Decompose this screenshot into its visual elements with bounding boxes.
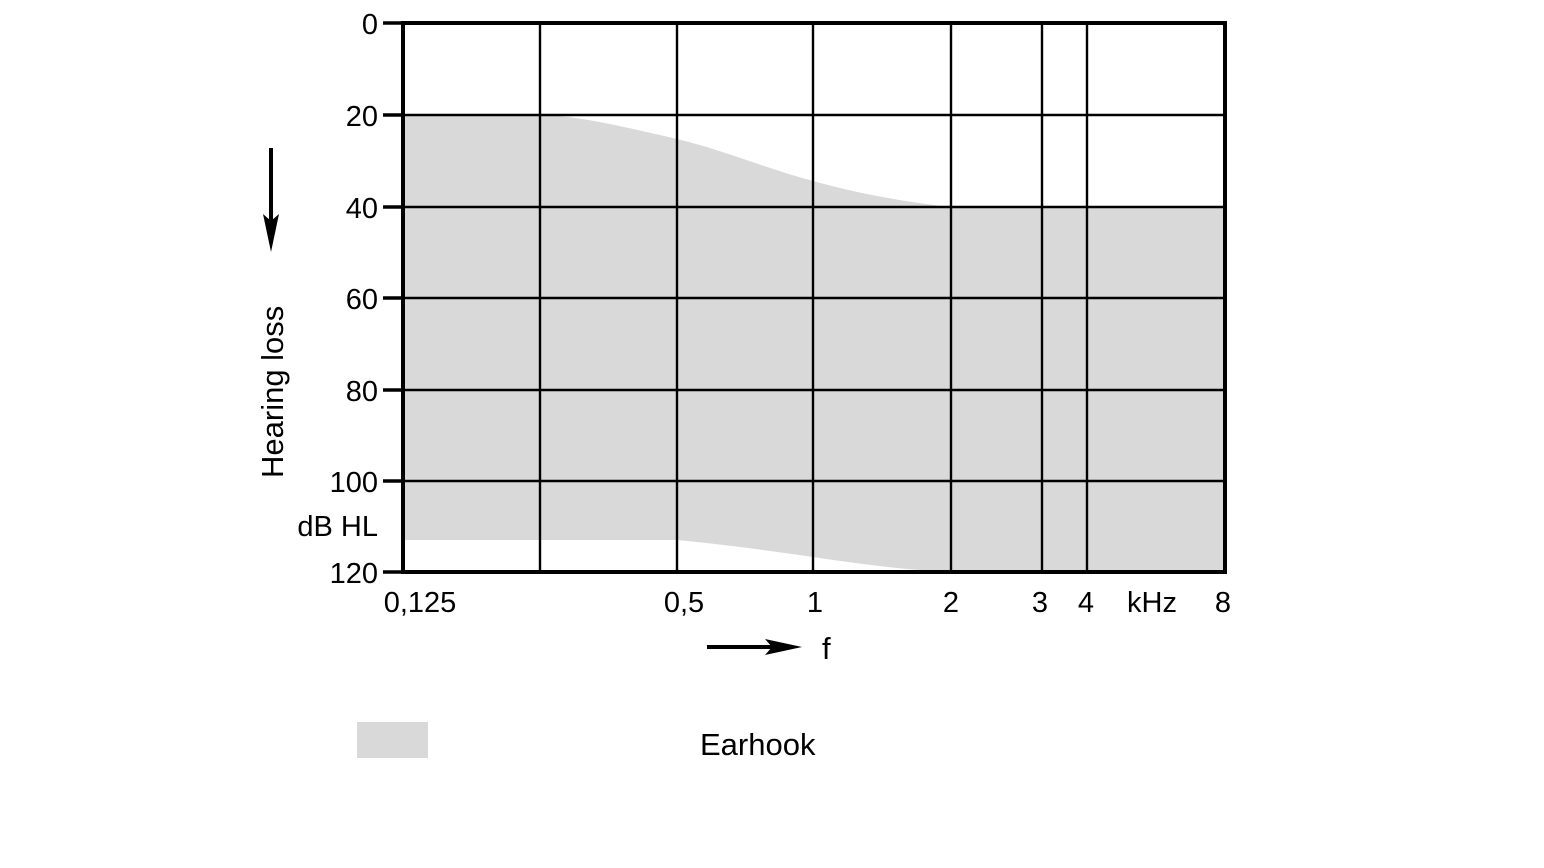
x-axis-tick-labels: 0,125 0,5 1 2 3 4 kHz 8 [384, 587, 1231, 619]
y-axis-ticks [383, 21, 403, 574]
legend-swatch-earhook [357, 722, 428, 758]
xtick-label-1: 1 [807, 587, 823, 619]
vertical-gridlines [538, 23, 1089, 572]
xtick-label-3: 3 [1032, 587, 1048, 619]
ytick-label-60: 60 [346, 284, 378, 316]
y-axis-tick-labels: 0 20 40 60 80 100 120 [330, 9, 378, 590]
ytick-label-80: 80 [346, 376, 378, 408]
y-axis-unit-label: dB HL [297, 511, 378, 543]
y-axis-title-group: Hearing loss [255, 148, 290, 478]
x-axis-arrow-head [765, 639, 802, 655]
xtick-label-0125: 0,125 [384, 587, 457, 619]
ytick-label-120: 120 [330, 558, 378, 590]
x-axis-title-group: f [707, 631, 831, 666]
x-axis-title: f [822, 631, 831, 666]
y-axis-title: Hearing loss [255, 306, 290, 478]
y-axis-arrow-head [263, 214, 279, 252]
xtick-label-4: 4 [1078, 587, 1094, 619]
ytick-label-20: 20 [346, 101, 378, 133]
chart-legend: Earhook [357, 722, 816, 762]
xtick-label-khz: kHz [1127, 587, 1177, 619]
xtick-label-2: 2 [943, 587, 959, 619]
xtick-label-8: 8 [1215, 587, 1231, 619]
xtick-label-05: 0,5 [664, 587, 704, 619]
ytick-label-100: 100 [330, 467, 378, 499]
ytick-label-0: 0 [362, 9, 378, 41]
legend-label-earhook: Earhook [700, 727, 816, 762]
ytick-label-40: 40 [346, 193, 378, 225]
